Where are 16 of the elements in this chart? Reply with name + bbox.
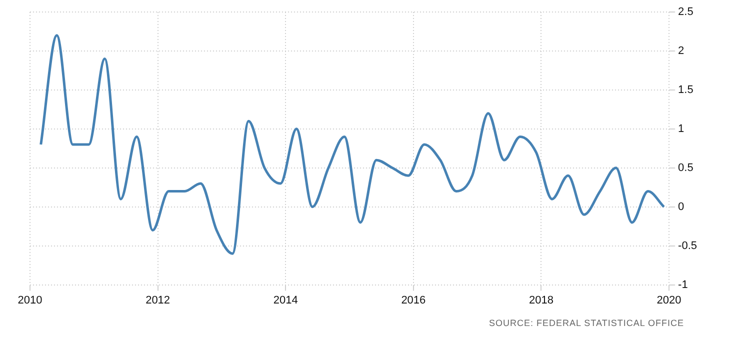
y-tick-label: 1.5	[678, 84, 694, 96]
y-tick-label: 2.5	[678, 6, 694, 18]
x-tick-label: 2018	[528, 294, 554, 306]
y-tick-label: 0.5	[678, 162, 694, 174]
y-tick-label: -1	[678, 278, 688, 291]
line-series	[40, 34, 666, 255]
x-tick-label: 2014	[273, 294, 298, 306]
x-tick-label: 2010	[18, 294, 42, 306]
y-tick-label: 1	[678, 122, 684, 135]
y-tick-label: 0	[678, 200, 684, 213]
x-tick-label: 2016	[401, 294, 426, 306]
x-tick-label: 2020	[656, 294, 682, 306]
x-tick-label: 2012	[146, 294, 170, 306]
y-tick-label: -0.5	[678, 240, 698, 252]
y-tick-label: 2	[678, 45, 684, 58]
source-note: SOURCE: FEDERAL STATISTICAL OFFICE	[488, 318, 684, 328]
